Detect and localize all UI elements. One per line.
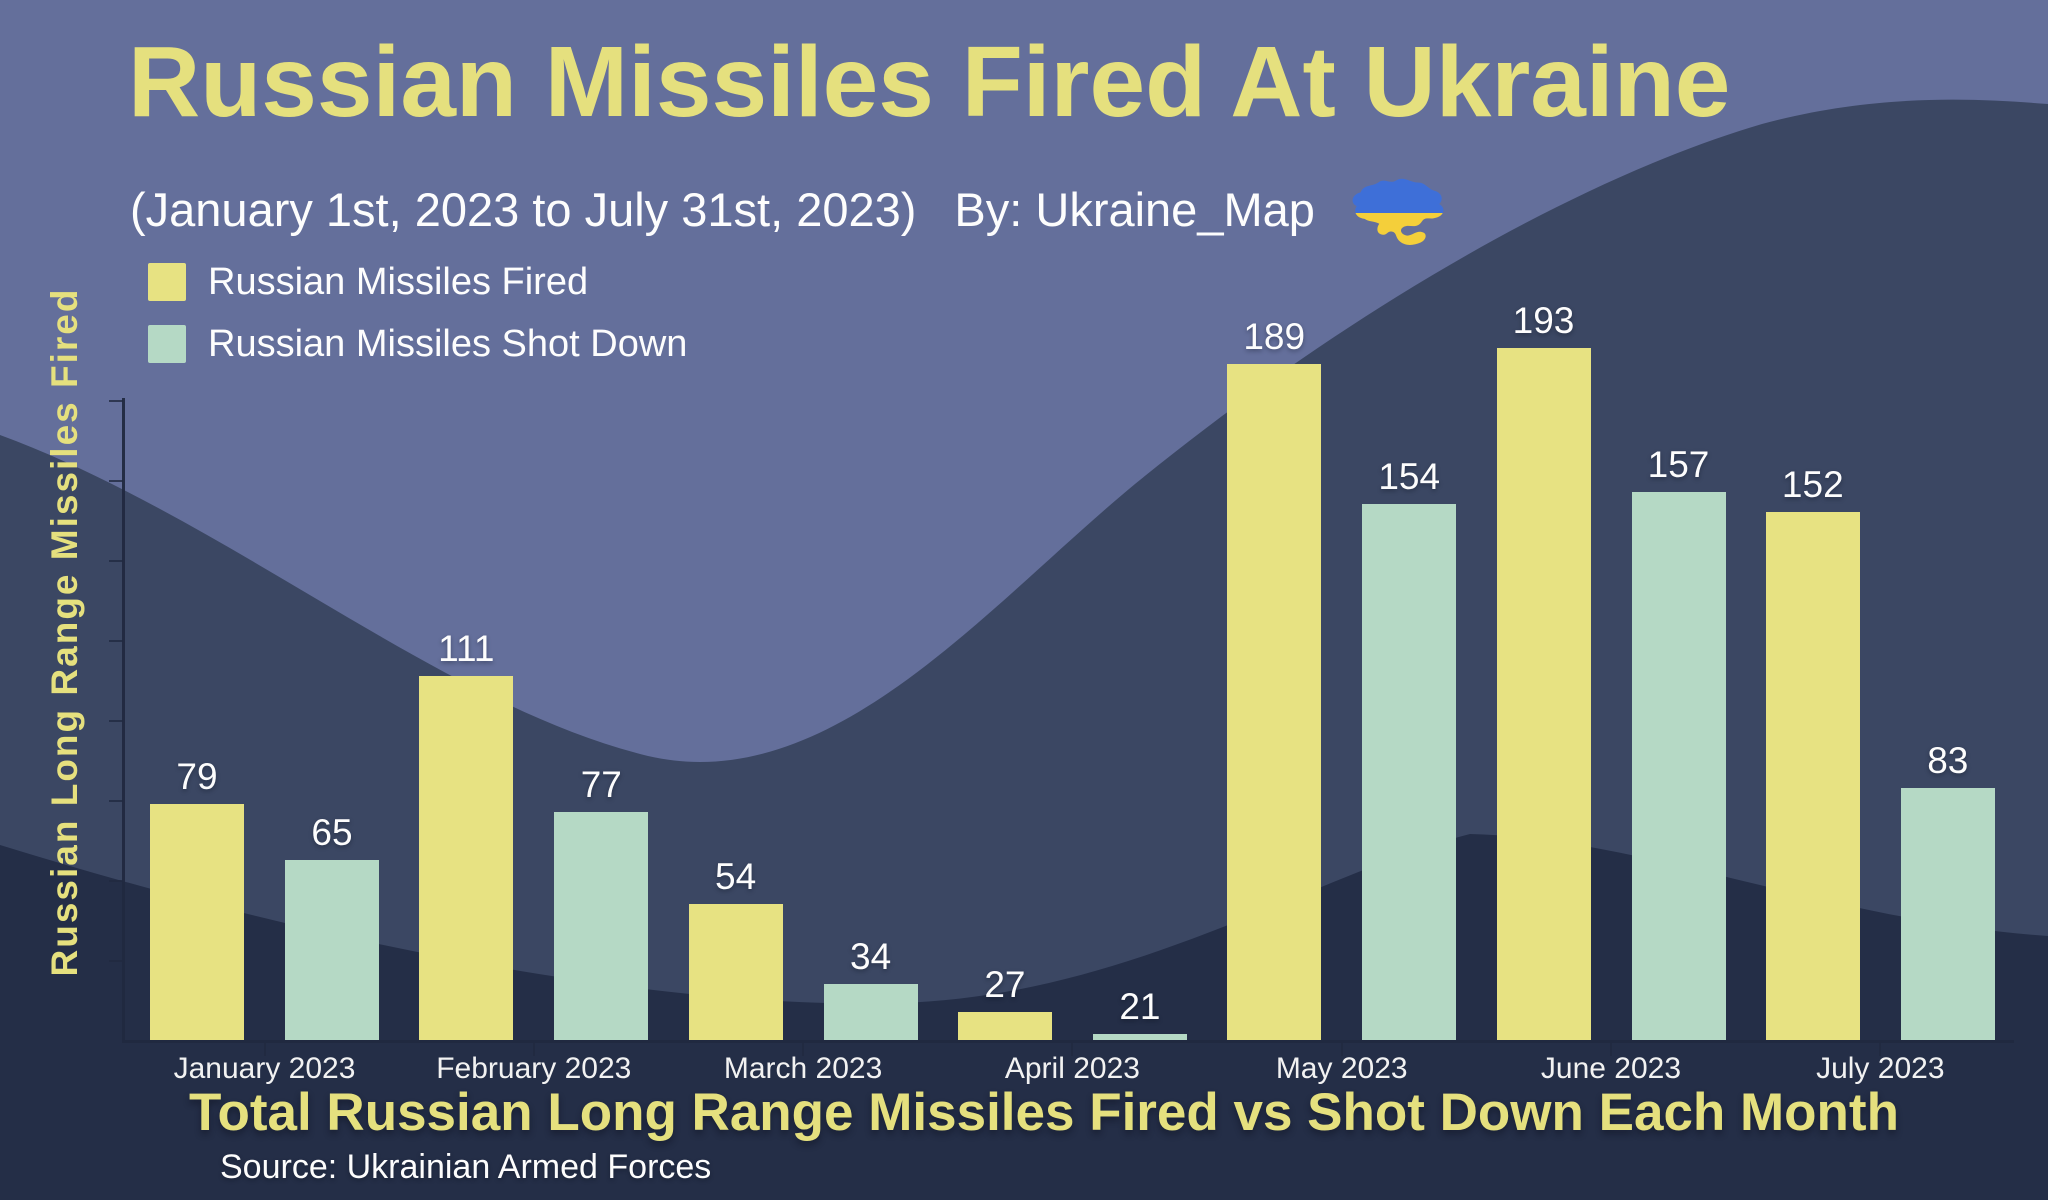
y-axis-tick (109, 480, 123, 482)
bar-missiles-fired (688, 904, 783, 1040)
legend-swatch-shot-down-icon (148, 325, 186, 363)
y-axis-tick (109, 960, 123, 962)
bar-missiles-fired (150, 804, 244, 1040)
value-label: 189 (1243, 316, 1306, 357)
x-axis-tick (802, 1043, 805, 1056)
bar-missiles-fired (1765, 512, 1860, 1040)
x-axis-tick (1071, 1043, 1074, 1056)
x-axis-tick (1340, 1043, 1343, 1056)
legend: Russian Missiles Fired Russian Missiles … (148, 260, 688, 386)
value-label: 79 (176, 756, 218, 797)
y-axis-tick (109, 640, 123, 642)
source-note: Source: Ukrainian Armed Forces (220, 1148, 712, 1186)
date-range: (January 1st, 2023 to July 31st, 2023) (130, 182, 917, 236)
x-axis-tick (532, 1043, 535, 1056)
y-axis-tick (109, 400, 123, 402)
x-axis-category-label: February 2023 (436, 1052, 632, 1085)
legend-swatch-fired-icon (148, 263, 186, 301)
x-axis-tick (263, 1043, 266, 1056)
value-label: 157 (1647, 444, 1710, 485)
value-label: 77 (580, 764, 622, 805)
x-axis-tick (1610, 1043, 1612, 1056)
value-label: 65 (311, 812, 353, 853)
value-label: 27 (984, 964, 1026, 1005)
value-label: 154 (1378, 456, 1441, 497)
y-axis-line (122, 398, 125, 1043)
ukraine-map-icon (1352, 178, 1444, 245)
page-title: Russian Missiles Fired At Ukraine (128, 26, 1731, 138)
value-label: 193 (1512, 300, 1575, 341)
bar-missiles-fired (1496, 348, 1591, 1040)
bar-missiles-fired (957, 1012, 1052, 1040)
x-axis-category-label: March 2023 (723, 1052, 883, 1085)
y-axis-tick (109, 720, 123, 722)
y-axis-tick (109, 800, 123, 802)
bar-missiles-fired (1227, 364, 1322, 1040)
legend-label-shot-down: Russian Missiles Shot Down (208, 322, 688, 365)
bar-missiles-shot-down (1631, 492, 1726, 1040)
x-axis-category-label: June 2023 (1540, 1052, 1682, 1085)
bar-missiles-shot-down (1900, 788, 1995, 1040)
chart-caption: Total Russian Long Range Missiles Fired … (189, 1083, 1899, 1142)
legend-label-fired: Russian Missiles Fired (208, 260, 589, 303)
x-axis-category-label: April 2023 (1004, 1052, 1140, 1085)
bar-missiles-shot-down (1362, 504, 1457, 1040)
value-label: 83 (1927, 740, 1969, 781)
value-label: 54 (715, 856, 757, 897)
value-label: 111 (438, 628, 495, 669)
x-axis-category-label: May 2023 (1275, 1052, 1408, 1085)
y-axis-tick (109, 560, 123, 562)
x-axis-line (122, 1040, 2014, 1043)
legend-item-fired: Russian Missiles Fired (148, 260, 687, 303)
value-label: 34 (850, 936, 892, 977)
author-byline: By: Ukraine_Map (954, 182, 1315, 236)
subtitle: (January 1st, 2023 to July 31st, 2023) B… (130, 166, 1457, 252)
legend-item-shot-down: Russian Missiles Shot Down (148, 322, 688, 365)
bar-missiles-fired (419, 676, 514, 1040)
x-axis-category-label: January 2023 (173, 1052, 356, 1085)
bar-missiles-shot-down (1092, 1034, 1187, 1040)
y-axis-tick (109, 880, 123, 882)
bar-missiles-shot-down (823, 984, 918, 1040)
value-label: 152 (1781, 464, 1844, 505)
bar-missiles-shot-down (285, 860, 379, 1040)
value-label: 21 (1119, 986, 1161, 1027)
x-axis-tick (1879, 1043, 1882, 1056)
x-axis-category-label: July 2023 (1816, 1052, 1945, 1085)
bar-missiles-shot-down (554, 812, 649, 1040)
